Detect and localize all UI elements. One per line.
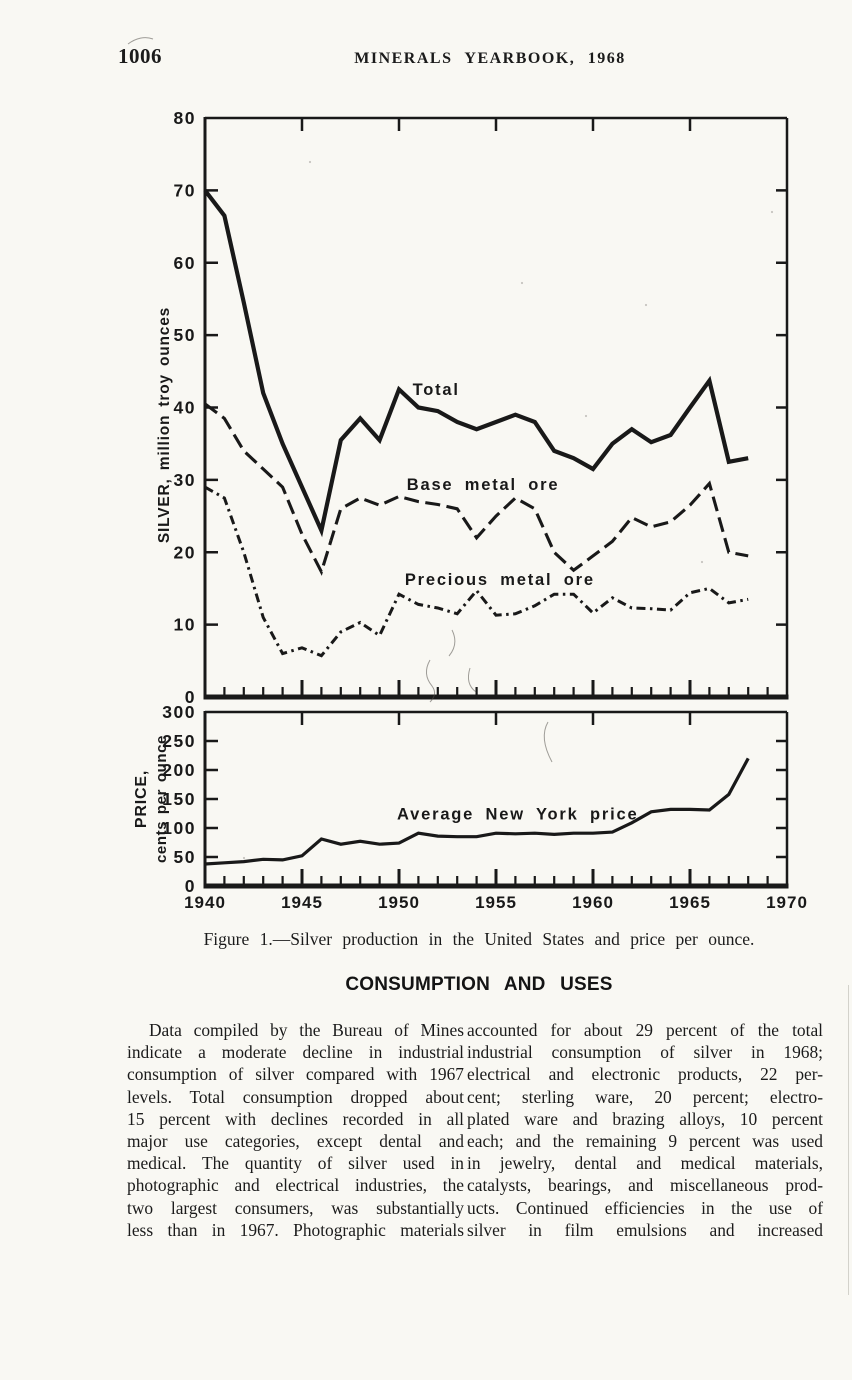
text-line: catalysts, bearings, and miscellaneous p… <box>467 1175 823 1196</box>
text-line: major use categories, except dental and <box>127 1131 464 1152</box>
text-line: medical. The quantity of silver used in <box>127 1153 464 1174</box>
paper-speckle <box>520 281 524 285</box>
series-total <box>203 189 749 538</box>
series-label: Total <box>413 381 460 399</box>
text-line: cent; sterling ware, 20 percent; electro… <box>467 1086 823 1107</box>
y-tick-label: 50 <box>174 325 196 345</box>
y-tick-label: 20 <box>174 542 196 562</box>
scan-artifact <box>127 37 154 45</box>
scan-artifact <box>426 659 436 703</box>
figure-1-silver-charts: 0 10 20 30 40 50 60 70 80 Total Base metal ore Prec… <box>127 37 808 912</box>
x-tick-label: 1965 <box>669 893 711 912</box>
section-heading: CONSUMPTION AND USES <box>345 974 613 995</box>
x-tick-label: 1970 <box>766 893 808 912</box>
series-label: Average New York price <box>397 805 638 823</box>
scan-artifact <box>468 667 477 693</box>
y-tick-label: 300 <box>162 702 196 722</box>
scan-artifact <box>448 629 456 657</box>
text-line: ucts. Continued efficiencies in the use … <box>467 1197 823 1218</box>
text-line: two largest consumers, was substantially <box>127 1197 464 1218</box>
y-tick-label: 50 <box>174 847 196 867</box>
text-line: electrical and electronic products, 22 p… <box>467 1064 823 1085</box>
x-tick-label: 1960 <box>572 893 614 912</box>
paper-speckle <box>700 560 704 564</box>
y-tick-label: 200 <box>162 760 196 780</box>
y-tick-label: 0 <box>185 687 196 707</box>
text-line: accounted for about 29 percent of the to… <box>467 1020 823 1040</box>
scan-edge-line <box>848 985 849 1295</box>
page-number: 1006 <box>118 44 162 68</box>
y-tick-label: 250 <box>162 731 196 751</box>
y-tick-label: 70 <box>174 180 196 200</box>
series-base-metal-ore <box>204 402 749 576</box>
text-line: photographic and electrical industries, … <box>127 1175 464 1196</box>
series-label: Precious metal ore <box>405 571 595 589</box>
figure-caption: Figure 1.—Silver production in the Unite… <box>203 929 755 949</box>
text-line: less than in 1967. Photographic material… <box>127 1219 464 1240</box>
y-tick-label: 100 <box>162 818 196 838</box>
y-tick-label: 40 <box>174 398 196 418</box>
text-line: indicate a moderate decline in industria… <box>127 1042 464 1063</box>
y-tick-label: 10 <box>174 615 196 635</box>
y-tick-label: 80 <box>174 108 196 128</box>
y-tick-label: 60 <box>174 253 196 273</box>
x-tick-label: 1950 <box>378 893 420 912</box>
series-label: Base metal ore <box>407 476 560 494</box>
paper-speckle <box>770 210 774 214</box>
x-tick-label: 1955 <box>475 893 517 912</box>
text-line: plated ware and brazing alloys, 10 perce… <box>467 1108 823 1129</box>
y-tick-label: 0 <box>185 876 196 896</box>
series-precious-metal-ore <box>204 485 749 658</box>
text-line: 15 percent with declines recorded in all <box>127 1108 464 1129</box>
y-axis-title: SILVER, million troy ounces <box>156 307 173 543</box>
text-line: in jewelry, dental and medical materials… <box>467 1153 823 1174</box>
body-text-left-column: Data compiled by the Bureau of Mines indi… <box>127 1019 464 1241</box>
text-line: Data compiled by the Bureau of Mines <box>149 1020 464 1040</box>
text-line: consumption of silver compared with 1967 <box>127 1064 464 1085</box>
running-title: MINERALS YEARBOOK, 1968 <box>354 50 626 67</box>
paper-speckle <box>328 538 332 542</box>
series-average-new-york-price <box>204 757 750 866</box>
text-line: industrial consumption of silver in 1968… <box>467 1042 823 1063</box>
y-tick-label: 150 <box>162 789 196 809</box>
scan-artifact <box>543 721 553 763</box>
body-text-right-column: accounted for about 29 percent of the to… <box>467 1019 823 1241</box>
text-line: silver in film emulsions and increased <box>467 1219 823 1240</box>
x-tick-label: 1940 <box>184 893 226 912</box>
y-axis-title: cents per ounce <box>153 735 170 863</box>
paper-speckle <box>644 303 648 307</box>
y-tick-label: 30 <box>174 470 196 490</box>
paper-speckle <box>242 856 246 860</box>
y-axis-title: PRICE, <box>133 770 150 828</box>
x-tick-label: 1945 <box>281 893 323 912</box>
paper-speckle <box>308 160 312 164</box>
text-line: levels. Total consumption dropped about <box>127 1086 464 1107</box>
text-line: each; and the remaining 9 percent was us… <box>467 1131 823 1152</box>
paper-speckle <box>584 414 588 418</box>
